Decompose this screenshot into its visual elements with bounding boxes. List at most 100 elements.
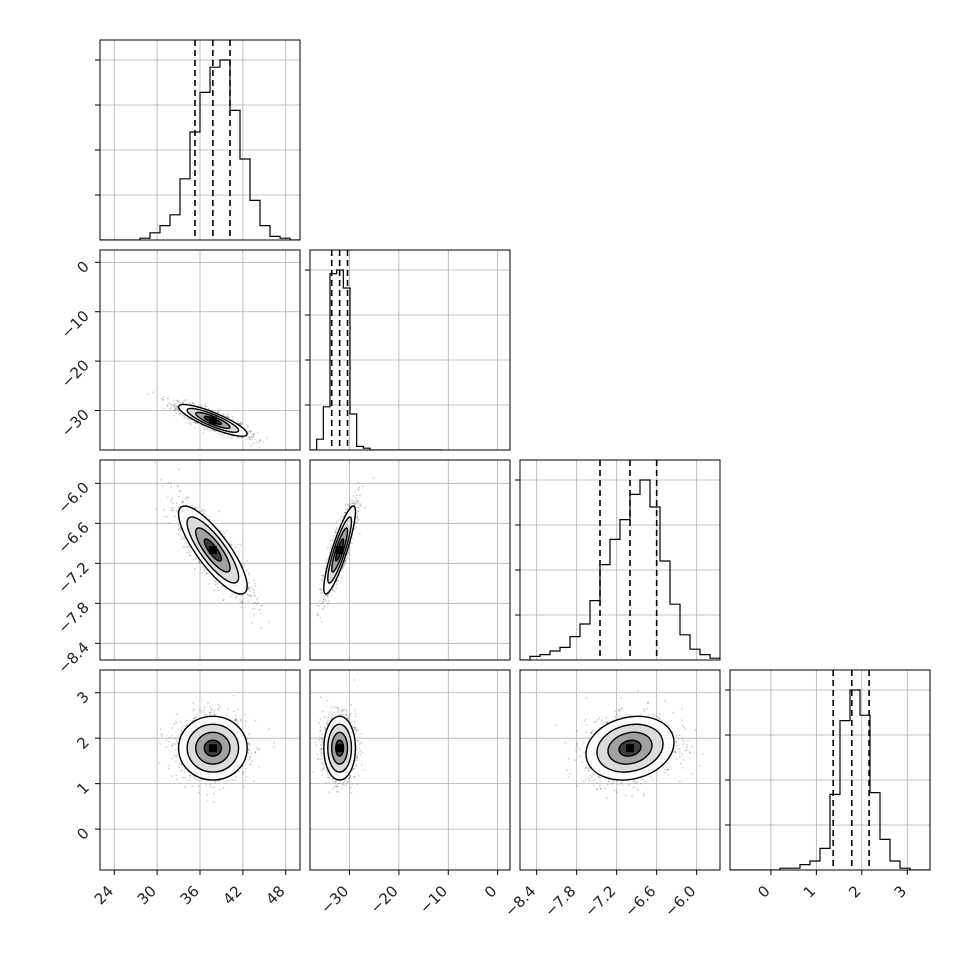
sample-point xyxy=(318,605,321,608)
sample-point xyxy=(179,412,182,415)
sample-point xyxy=(243,564,246,566)
sample-point xyxy=(175,760,177,763)
sample-point xyxy=(210,707,213,710)
sample-point xyxy=(359,532,361,535)
sample-point xyxy=(248,438,251,440)
sample-point xyxy=(235,719,237,722)
sample-point xyxy=(182,545,185,548)
sample-point xyxy=(188,401,191,404)
histogram-0 xyxy=(100,59,300,240)
sample-point xyxy=(214,579,217,582)
sample-point xyxy=(210,711,213,714)
sample-point xyxy=(219,530,222,532)
sample-point xyxy=(356,513,359,515)
sample-point xyxy=(327,546,329,549)
sample-point xyxy=(210,428,213,431)
sample-point xyxy=(239,420,242,423)
sample-point xyxy=(205,405,207,408)
sample-point xyxy=(163,508,165,511)
sample-point xyxy=(253,613,255,616)
sample-point xyxy=(190,423,193,425)
sample-point xyxy=(319,592,322,594)
sample-point xyxy=(353,527,356,530)
sample-point xyxy=(248,437,251,440)
sample-point xyxy=(167,482,170,485)
sample-point xyxy=(328,551,331,554)
sample-point xyxy=(189,776,192,779)
sample-point xyxy=(192,421,195,423)
sample-point xyxy=(251,438,253,441)
sample-point xyxy=(216,411,219,414)
sample-point xyxy=(208,705,211,708)
sample-point xyxy=(194,558,197,560)
sample-point xyxy=(213,430,215,432)
sample-point xyxy=(222,413,224,416)
sample-point xyxy=(347,551,349,554)
sample-point xyxy=(213,714,216,716)
sample-point xyxy=(262,441,265,443)
sample-point xyxy=(245,569,248,572)
sample-point xyxy=(173,737,176,740)
sample-point xyxy=(181,726,184,728)
sample-point xyxy=(226,413,229,415)
sample-point xyxy=(320,591,323,593)
sample-point xyxy=(354,503,356,506)
sample-point xyxy=(328,600,330,602)
sample-point xyxy=(254,601,257,604)
sample-point xyxy=(345,558,347,561)
panel-content xyxy=(310,250,510,450)
sample-point xyxy=(323,596,325,599)
sample-point xyxy=(254,582,256,585)
sample-point xyxy=(228,416,231,419)
sample-point xyxy=(250,595,253,597)
sample-point xyxy=(344,559,347,562)
sample-point xyxy=(247,594,249,596)
sample-point xyxy=(239,422,242,425)
sample-point xyxy=(344,511,347,514)
sample-point xyxy=(322,598,325,601)
sample-point xyxy=(248,572,250,574)
sample-point xyxy=(244,605,246,608)
sample-point xyxy=(250,445,253,447)
sample-point xyxy=(209,786,212,788)
sample-point xyxy=(208,582,211,585)
sample-point xyxy=(194,507,196,509)
sample-point xyxy=(259,439,262,442)
sample-point xyxy=(176,399,179,402)
sample-point xyxy=(239,719,242,722)
sample-point xyxy=(185,417,188,419)
sample-point xyxy=(170,507,173,510)
sample-point xyxy=(168,740,171,743)
sample-point xyxy=(202,709,205,712)
sample-point xyxy=(174,743,177,746)
sample-point xyxy=(246,438,248,441)
sample-point xyxy=(194,716,197,719)
sample-point xyxy=(355,526,358,528)
sample-point xyxy=(251,608,254,610)
sample-point xyxy=(260,605,262,607)
sample-point xyxy=(177,533,180,536)
sample-point xyxy=(182,402,184,405)
sample-point xyxy=(173,408,176,411)
sample-point xyxy=(204,714,207,717)
sample-point xyxy=(246,424,249,427)
sample-point xyxy=(356,517,359,520)
sample-point xyxy=(241,601,244,603)
sample-point xyxy=(208,430,211,432)
sample-point xyxy=(336,527,338,530)
sample-point xyxy=(178,526,181,529)
sample-point xyxy=(203,568,206,570)
sample-point xyxy=(173,405,176,408)
sample-point xyxy=(250,436,253,438)
sample-point xyxy=(319,588,321,591)
sample-point xyxy=(347,504,350,506)
sample-point xyxy=(171,744,173,747)
sample-point xyxy=(162,399,165,401)
sample-point xyxy=(192,717,195,720)
sample-point xyxy=(356,501,359,504)
sample-point xyxy=(252,433,254,436)
sample-point xyxy=(259,612,262,615)
sample-point xyxy=(362,485,365,488)
sample-point xyxy=(355,499,358,502)
sample-point xyxy=(183,771,186,773)
